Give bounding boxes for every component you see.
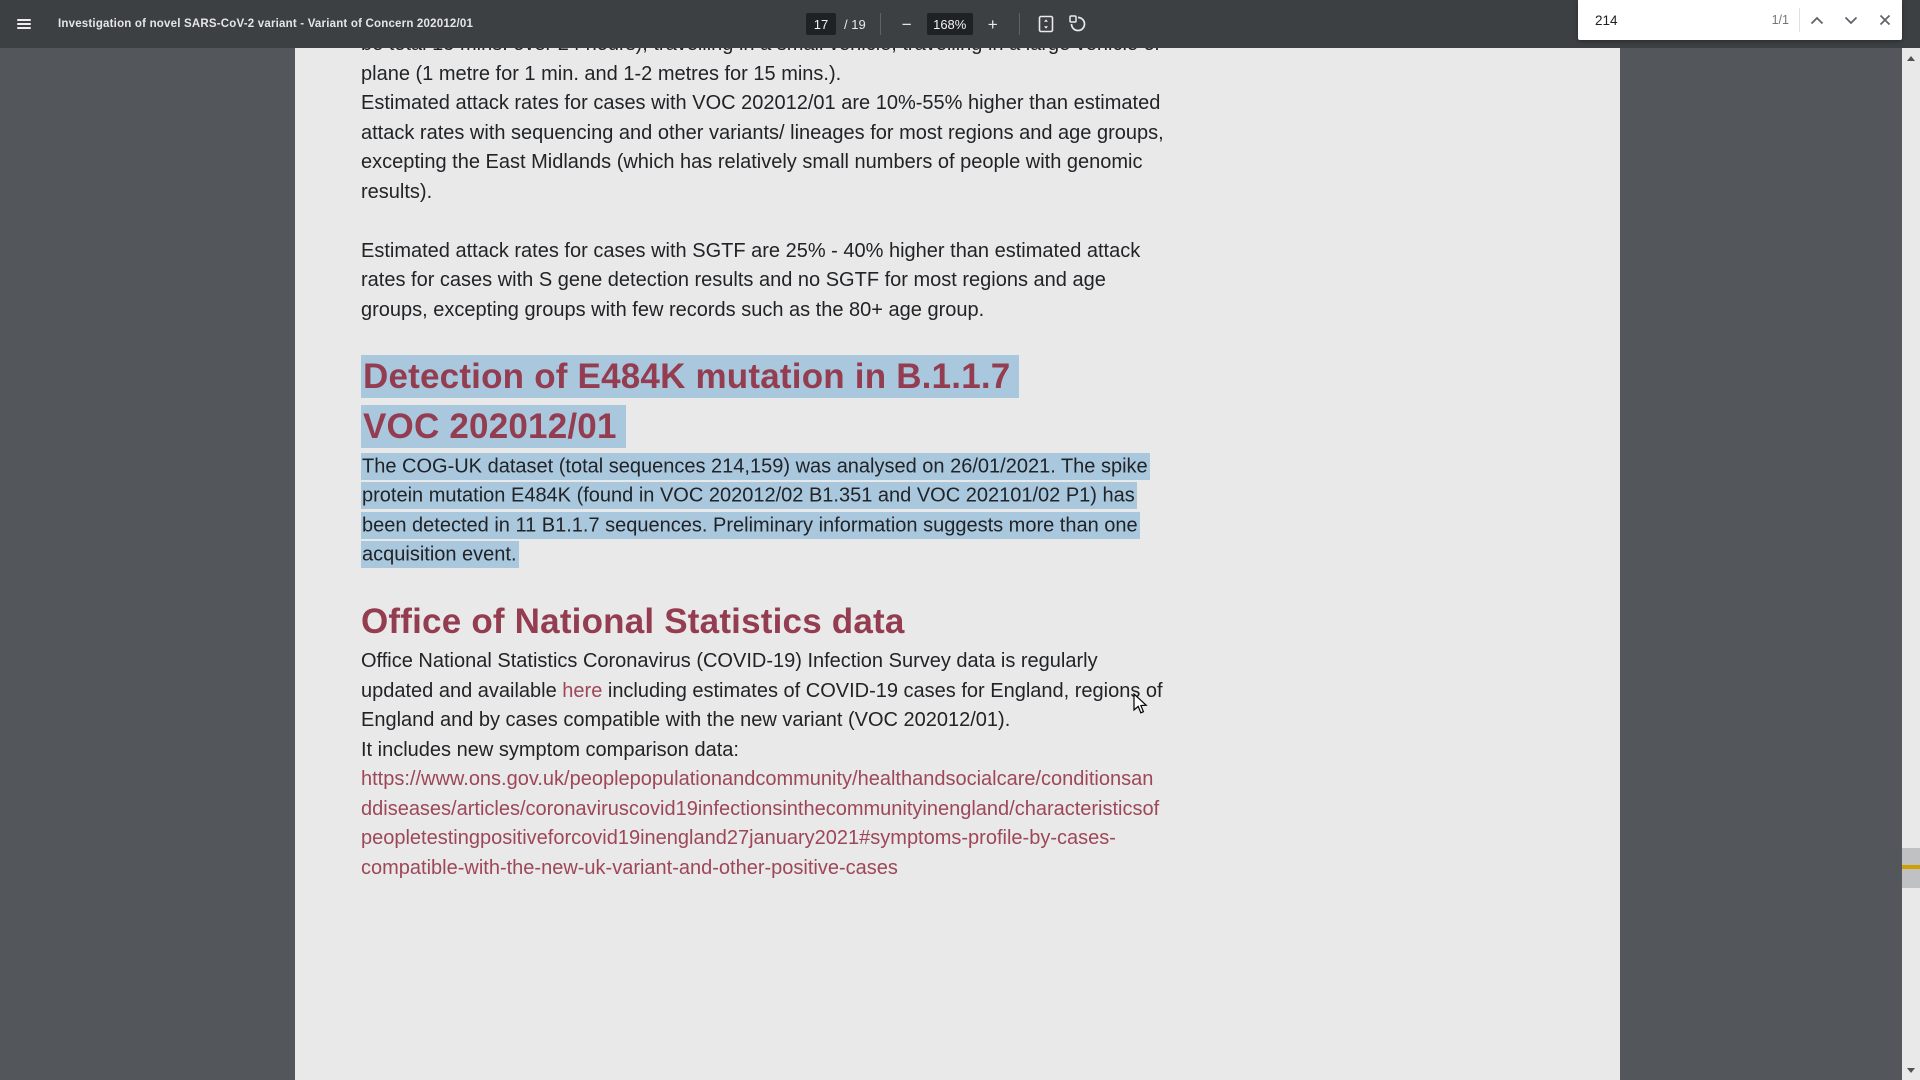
document-line: plane (1 metre for 1 min. and 1-2 metres… — [361, 62, 842, 85]
document-line: attack rates with sequencing and other v… — [361, 121, 1164, 144]
toolbar-divider — [879, 13, 881, 35]
pdf-page: be total 15 mins. over 24 hours), travel… — [295, 48, 1620, 1080]
chevron-down-icon — [1844, 16, 1858, 24]
zoom-in-button[interactable]: + — [981, 10, 1005, 38]
document-line: protein mutation E484K (found in VOC 202… — [361, 482, 1261, 512]
close-icon — [1879, 14, 1891, 26]
find-close-button[interactable] — [1868, 0, 1902, 40]
viewer-canvas: be total 15 mins. over 24 hours), travel… — [0, 48, 1920, 1080]
find-bar-divider — [1799, 8, 1800, 32]
find-bar: 1/1 — [1578, 0, 1902, 40]
scrollbar-find-marker — [1902, 865, 1920, 869]
hamburger-icon — [17, 18, 31, 30]
document-line: Estimated attack rates for cases with SG… — [361, 239, 1141, 262]
rotate-button[interactable] — [1066, 10, 1090, 38]
document-line: results). — [361, 180, 433, 203]
document-line: Estimated attack rates for cases with VO… — [361, 92, 1161, 114]
document-paragraph: Estimated attack rates for cases with SG… — [361, 237, 1261, 326]
zoom-level-input[interactable] — [926, 13, 973, 35]
document-url-link[interactable]: https://www.ons.gov.uk/peoplepopulationa… — [361, 765, 1261, 883]
document-line: updated and available here including est… — [361, 679, 1163, 702]
pdf-page-content: be total 15 mins. over 24 hours), travel… — [361, 48, 1261, 883]
document-paragraph: Estimated attack rates for cases with VO… — [361, 89, 1261, 207]
document-line: been detected in 11 B1.1.7 sequences. Pr… — [361, 511, 1261, 541]
document-line: VOC 202012/01 — [361, 402, 1261, 452]
document-line: Office of National Statistics data — [361, 602, 905, 641]
document-line: be total 15 mins. over 24 hours), travel… — [361, 48, 1261, 60]
chevron-up-icon — [1810, 16, 1824, 24]
find-result-count: 1/1 — [1771, 13, 1789, 27]
document-line: acquisition event. — [361, 541, 1261, 571]
zoom-out-button[interactable]: − — [895, 10, 919, 38]
document-line: groups, excepting groups with few record… — [361, 298, 985, 321]
document-paragraph: Office National Statistics Coronavirus (… — [361, 647, 1261, 765]
here-link[interactable]: here — [562, 679, 603, 702]
document-line: peopletestingpositiveforcovid19inengland… — [361, 827, 1116, 849]
fit-to-page-icon — [1038, 15, 1054, 33]
document-paragraph: plane (1 metre for 1 min. and 1-2 metres… — [361, 60, 1261, 90]
page-number-input[interactable] — [806, 13, 836, 35]
vertical-scrollbar[interactable] — [1902, 48, 1920, 1080]
document-line: England and by cases compatible with the… — [361, 709, 1011, 731]
document-heading: Office of National Statistics data — [361, 597, 1261, 647]
find-input[interactable] — [1595, 12, 1735, 28]
document-paragraph: be total 15 mins. over 24 hours), travel… — [361, 48, 1261, 60]
find-next-button[interactable] — [1834, 0, 1868, 40]
document-title: Investigation of novel SARS-CoV-2 varian… — [58, 18, 474, 30]
fit-to-page-button[interactable] — [1034, 10, 1058, 38]
menu-button[interactable] — [0, 0, 48, 48]
document-line: It includes new symptom comparison data: — [361, 738, 739, 761]
document-line: excepting the East Midlands (which has r… — [361, 151, 1143, 173]
document-paragraph: The COG-UK dataset (total sequences 214,… — [361, 452, 1261, 570]
rotate-icon — [1068, 15, 1086, 32]
document-line: compatible-with-the-new-uk-variant-and-o… — [361, 856, 898, 879]
toolbar-controls: / 19 − + — [806, 0, 1090, 48]
document-line: Office National Statistics Coronavirus (… — [361, 650, 1098, 672]
document-heading: Detection of E484K mutation in B.1.1.7 VO… — [361, 352, 1261, 452]
document-line: Detection of E484K mutation in B.1.1.7 — [361, 352, 1261, 402]
document-line: The COG-UK dataset (total sequences 214,… — [361, 452, 1261, 482]
document-line: https://www.ons.gov.uk/peoplepopulationa… — [361, 768, 1154, 790]
scrollbar-up-arrow[interactable] — [1902, 50, 1920, 66]
find-previous-button[interactable] — [1800, 0, 1834, 40]
document-line: rates for cases with S gene detection re… — [361, 269, 1106, 291]
scrollbar-down-arrow[interactable] — [1902, 1062, 1920, 1078]
toolbar-divider — [1018, 13, 1020, 35]
document-line: ddiseases/articles/coronaviruscovid19inf… — [361, 797, 1160, 820]
page-count-label: / 19 — [844, 16, 866, 32]
